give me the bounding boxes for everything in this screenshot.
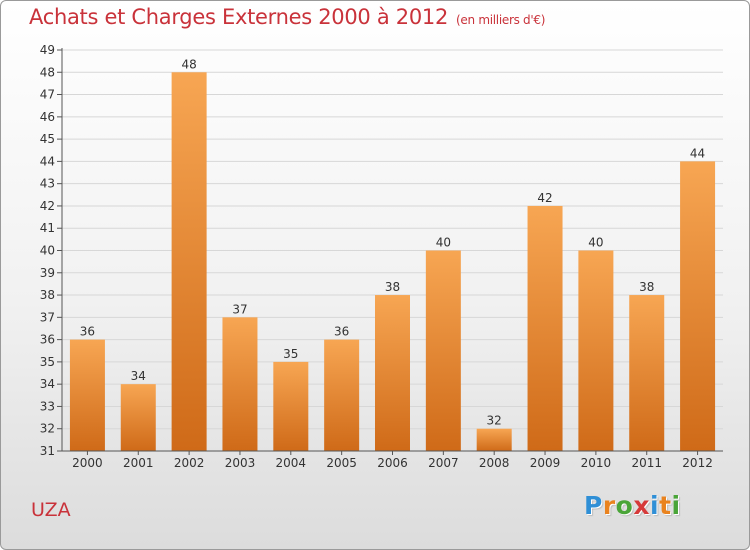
y-tick-label: 43 xyxy=(40,177,55,191)
data-label: 38 xyxy=(639,280,654,294)
x-tick-label: 2000 xyxy=(72,456,103,470)
place-label: UZA xyxy=(31,499,71,521)
y-tick-label: 40 xyxy=(40,244,55,258)
logo-letter: o xyxy=(615,491,634,520)
bar xyxy=(324,339,360,451)
y-tick-label: 47 xyxy=(40,88,55,102)
y-tick-label: 42 xyxy=(40,199,55,213)
y-tick-label: 45 xyxy=(40,132,55,146)
x-tick-label: 2003 xyxy=(225,456,256,470)
y-tick-label: 34 xyxy=(40,377,55,391)
axes: 31 32 33 34 35 36 37 38 39 40 41 42 43 44 45 46 47 48 49 20… xyxy=(40,43,723,470)
x-tick-label: 2010 xyxy=(581,456,612,470)
data-label: 36 xyxy=(334,325,349,339)
data-label: 42 xyxy=(537,191,552,205)
bar xyxy=(273,361,309,451)
bar xyxy=(578,250,614,451)
bar xyxy=(476,428,512,451)
bar xyxy=(680,161,716,451)
logo-letter: t xyxy=(659,491,672,520)
y-tick-label: 31 xyxy=(40,444,55,458)
bar xyxy=(375,295,410,451)
y-tick-label: 39 xyxy=(40,266,55,280)
logo-letter: P xyxy=(584,491,603,520)
chart-title-block: Achats et Charges Externes 2000 à 2012 (e… xyxy=(29,5,545,29)
y-tick-label: 49 xyxy=(40,43,55,57)
x-tick-label: 2002 xyxy=(174,456,205,470)
x-tick-label: 2011 xyxy=(631,456,662,470)
y-tick-label: 32 xyxy=(40,422,55,436)
x-tick-label: 2005 xyxy=(326,456,357,470)
data-label: 32 xyxy=(487,414,502,428)
y-tick-label: 44 xyxy=(40,154,55,168)
data-label: 44 xyxy=(690,146,705,160)
data-label: 48 xyxy=(181,57,196,71)
data-label: 34 xyxy=(131,369,146,383)
x-tick-label: 2007 xyxy=(428,456,459,470)
x-tick-label: 2004 xyxy=(276,456,307,470)
x-tick-label: 2012 xyxy=(682,456,713,470)
x-tick-label: 2009 xyxy=(530,456,561,470)
data-label: 40 xyxy=(436,236,451,250)
bar xyxy=(69,339,105,451)
x-tick-label: 2006 xyxy=(377,456,408,470)
y-tick-label: 38 xyxy=(40,288,55,302)
bar xyxy=(222,317,258,451)
data-label: 36 xyxy=(80,325,95,339)
bar xyxy=(171,72,207,452)
y-tick-label: 35 xyxy=(40,355,55,369)
x-tick-label: 2001 xyxy=(123,456,154,470)
y-tick-label: 41 xyxy=(40,221,55,235)
logo-letter: i xyxy=(671,491,681,520)
data-label: 35 xyxy=(283,347,298,361)
bar xyxy=(629,295,665,451)
y-tick-label: 46 xyxy=(40,110,55,124)
bar xyxy=(425,250,461,451)
logo-letter: x xyxy=(633,491,650,520)
x-tick-label: 2008 xyxy=(479,456,510,470)
data-label: 38 xyxy=(385,280,400,294)
proxiti-logo[interactable]: Proxiti xyxy=(584,491,681,520)
y-tick-label: 33 xyxy=(40,399,55,413)
y-tick-label: 37 xyxy=(40,310,55,324)
y-tick-label: 48 xyxy=(40,65,55,79)
chart-title: Achats et Charges Externes 2000 à 2012 xyxy=(29,5,449,29)
logo-letter: i xyxy=(650,491,660,520)
data-label: 37 xyxy=(232,302,247,316)
y-tick-label: 36 xyxy=(40,333,55,347)
bar xyxy=(527,205,563,451)
chart-subtitle: (en milliers d'€) xyxy=(456,13,546,27)
bar xyxy=(120,384,156,451)
logo-letter: r xyxy=(602,491,616,520)
bars xyxy=(69,72,716,452)
data-labels: 36 34 48 37 35 36 38 40 32 42 40 38 44 xyxy=(80,57,705,427)
data-label: 40 xyxy=(588,236,603,250)
